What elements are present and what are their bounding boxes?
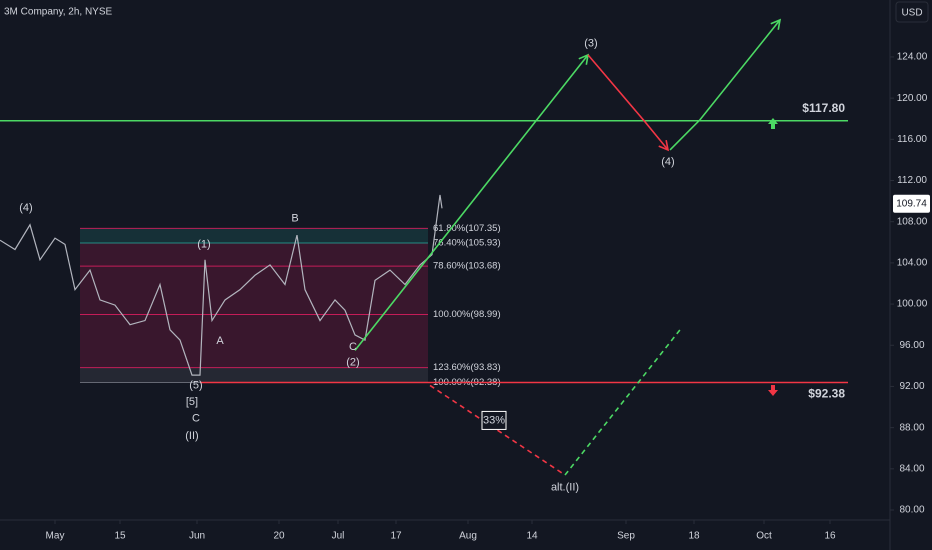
wave-label: A (216, 335, 224, 347)
wave-label: (5) (189, 379, 202, 391)
x-tick-label: 17 (390, 531, 402, 542)
fib-label: 76.40%(105.93) (433, 238, 501, 249)
y-tick-label: 84.00 (899, 463, 924, 474)
currency-box[interactable] (895, 1, 929, 23)
fib-zone (80, 266, 428, 315)
wave-label: (4) (19, 202, 32, 214)
fib-zone (80, 243, 428, 267)
fib-label: 61.80%(107.35) (433, 223, 501, 234)
x-tick-label: 16 (824, 531, 836, 542)
x-tick-label: May (46, 531, 65, 542)
chart-title: 3M Company, 2h, NYSE (4, 7, 113, 18)
fib-zone (80, 367, 428, 383)
y-tick-label: 112.00 (897, 175, 927, 186)
y-tick-label: 96.00 (899, 340, 924, 351)
wave-label: [5] (186, 396, 198, 408)
x-tick-label: Jul (332, 531, 345, 542)
x-tick-label: 15 (114, 531, 126, 542)
fib-zone (80, 314, 428, 368)
x-tick-label: Jun (189, 531, 205, 542)
y-tick-label: 104.00 (897, 258, 928, 269)
projection (587, 54, 669, 151)
wave-label: (1) (197, 238, 210, 250)
x-tick-label: 14 (526, 531, 538, 542)
wave-label: (II) (185, 430, 198, 442)
projection (354, 54, 589, 351)
x-tick-label: 18 (688, 531, 700, 542)
x-tick-label: Sep (617, 531, 635, 542)
wave-label: 33% (483, 414, 505, 426)
wave-label: (3) (584, 37, 597, 49)
y-tick-label: 108.00 (897, 216, 928, 227)
price-tag (893, 194, 930, 213)
down-arrow-icon (768, 385, 778, 396)
fib-label: 78.60%(103.68) (433, 261, 501, 272)
x-tick-label: Aug (459, 531, 477, 542)
projection (429, 384, 566, 476)
currency: USD (901, 8, 922, 19)
y-tick-label: 92.00 (899, 381, 924, 392)
projection (669, 19, 781, 151)
wave-label: (4) (661, 156, 674, 168)
x-tick-label: Oct (756, 531, 772, 542)
fib-label: 123.60%(93.83) (433, 362, 501, 373)
y-tick-label: 124.00 (897, 52, 928, 63)
y-tick-label: 88.00 (899, 422, 924, 433)
wave-label: C (349, 341, 357, 353)
wave-label: alt.(II) (551, 481, 579, 493)
fib-label: 100.00%(98.99) (433, 309, 501, 320)
projection (564, 329, 681, 476)
up-arrow-icon (768, 118, 778, 129)
arrow-head (770, 18, 782, 30)
wave-label: B (291, 213, 298, 225)
fib-zone (80, 228, 428, 244)
y-tick-label: 80.00 (899, 505, 924, 516)
arrow-head (658, 139, 670, 152)
price-line (0, 194, 443, 376)
wave-label: (2) (346, 357, 359, 369)
y-tick-label: 120.00 (897, 93, 928, 104)
level-label: $117.80 (802, 101, 845, 115)
y-tick-label: 116.00 (897, 134, 927, 145)
price-tag-label: 109.74 (896, 198, 927, 209)
level-label: $92.38 (808, 387, 845, 401)
y-tick-label: 100.00 (897, 299, 928, 310)
annotation-box (481, 410, 507, 430)
wave-label: C (192, 412, 200, 424)
x-tick-label: 20 (273, 531, 285, 542)
